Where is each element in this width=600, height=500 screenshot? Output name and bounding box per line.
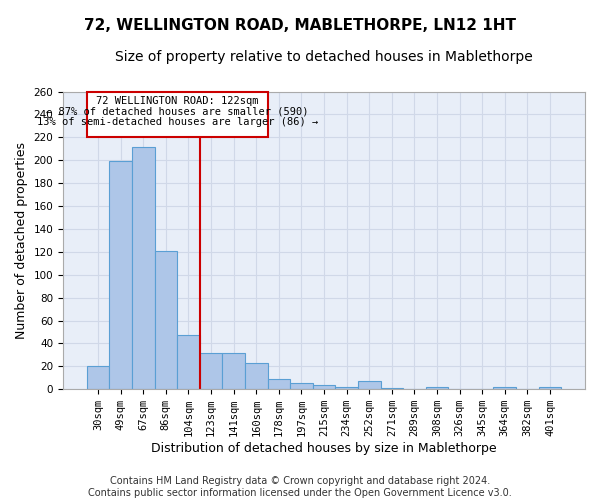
Bar [425, 387, 448, 389]
Bar [313, 384, 335, 389]
Bar [155, 250, 177, 389]
Text: ← 87% of detached houses are smaller (590): ← 87% of detached houses are smaller (59… [46, 106, 308, 117]
Title: Size of property relative to detached houses in Mablethorpe: Size of property relative to detached ho… [115, 50, 533, 64]
Bar [268, 379, 290, 389]
Bar [87, 366, 109, 389]
X-axis label: Distribution of detached houses by size in Mablethorpe: Distribution of detached houses by size … [151, 442, 497, 455]
Y-axis label: Number of detached properties: Number of detached properties [15, 142, 28, 339]
Bar [245, 363, 268, 389]
Bar [493, 387, 516, 389]
FancyBboxPatch shape [87, 92, 268, 138]
Bar [380, 388, 403, 389]
Text: 72 WELLINGTON ROAD: 122sqm: 72 WELLINGTON ROAD: 122sqm [96, 96, 259, 106]
Text: Contains HM Land Registry data © Crown copyright and database right 2024.
Contai: Contains HM Land Registry data © Crown c… [88, 476, 512, 498]
Bar [132, 146, 155, 389]
Bar [223, 352, 245, 389]
Bar [358, 381, 380, 389]
Bar [290, 384, 313, 389]
Bar [335, 387, 358, 389]
Text: 13% of semi-detached houses are larger (86) →: 13% of semi-detached houses are larger (… [37, 116, 318, 126]
Bar [200, 352, 223, 389]
Text: 72, WELLINGTON ROAD, MABLETHORPE, LN12 1HT: 72, WELLINGTON ROAD, MABLETHORPE, LN12 1… [84, 18, 516, 32]
Bar [177, 336, 200, 389]
Bar [539, 387, 561, 389]
Bar [109, 162, 132, 389]
